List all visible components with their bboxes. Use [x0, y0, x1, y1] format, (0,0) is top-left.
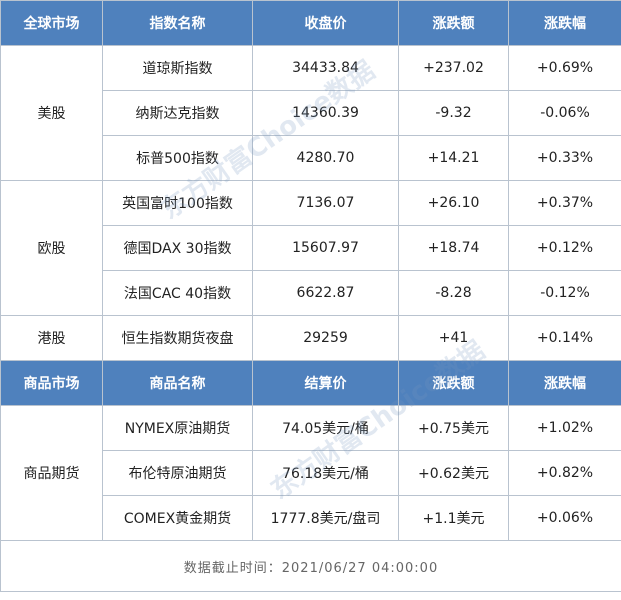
header-cell: 收盘价: [252, 0, 399, 46]
change-amount: +26.10: [398, 180, 509, 226]
group-label: 美股: [0, 45, 103, 181]
index-name: 法国CAC 40指数: [102, 270, 253, 316]
settle-price: 76.18美元/桶: [252, 450, 399, 496]
change-percent: +1.02%: [508, 405, 621, 451]
change-percent: +0.82%: [508, 450, 621, 496]
group-label: 商品期货: [0, 405, 103, 541]
table-header: 商品市场 商品名称 结算价 涨跌额 涨跌幅: [0, 360, 621, 406]
header-cell: 涨跌额: [398, 360, 509, 406]
change-percent: -0.12%: [508, 270, 621, 316]
index-name: 英国富时100指数: [102, 180, 253, 226]
table-row: 港股 恒生指数期货夜盘 29259 +41 +0.14%: [0, 315, 621, 361]
commodity-name: NYMEX原油期货: [102, 405, 253, 451]
table-row: 美股 道琼斯指数 34433.84 +237.02 +0.69%: [0, 45, 621, 181]
table-row: 法国CAC 40指数 6622.87 -8.28 -0.12%: [1, 270, 621, 316]
table-row: 德国DAX 30指数 15607.97 +18.74 +0.12%: [1, 225, 621, 271]
change-amount: +1.1美元: [398, 495, 509, 541]
close-price: 29259: [252, 315, 399, 361]
table-row: 商品期货 NYMEX原油期货 74.05美元/桶 +0.75美元 +1.02%: [0, 405, 621, 541]
header-cell: 结算价: [252, 360, 399, 406]
header-cell: 全球市场: [0, 0, 103, 46]
index-name: 德国DAX 30指数: [102, 225, 253, 271]
change-percent: +0.14%: [508, 315, 621, 361]
group-label: 欧股: [0, 180, 103, 316]
change-amount: +41: [398, 315, 509, 361]
index-name: 恒生指数期货夜盘: [102, 315, 253, 361]
header-cell: 涨跌额: [398, 0, 509, 46]
header-cell: 商品名称: [102, 360, 253, 406]
change-percent: +0.69%: [508, 45, 621, 91]
header-cell: 指数名称: [102, 0, 253, 46]
change-amount: -8.28: [398, 270, 509, 316]
settle-price: 74.05美元/桶: [252, 405, 399, 451]
change-amount: +0.75美元: [398, 405, 509, 451]
data-timestamp: 数据截止时间：2021/06/27 04:00:00: [0, 540, 621, 592]
index-name: 标普500指数: [102, 135, 253, 181]
commodity-name: 布伦特原油期货: [102, 450, 253, 496]
table-row: 布伦特原油期货 76.18美元/桶 +0.62美元 +0.82%: [1, 450, 621, 496]
change-percent: +0.06%: [508, 495, 621, 541]
group-label: 港股: [0, 315, 103, 361]
header-cell: 涨跌幅: [508, 0, 621, 46]
change-amount: -9.32: [398, 90, 509, 136]
table-row: 欧股 英国富时100指数 7136.07 +26.10 +0.37%: [0, 180, 621, 316]
close-price: 4280.70: [252, 135, 399, 181]
close-price: 7136.07: [252, 180, 399, 226]
footer-row: 数据截止时间：2021/06/27 04:00:00: [0, 540, 621, 592]
index-name: 纳斯达克指数: [102, 90, 253, 136]
change-amount: +237.02: [398, 45, 509, 91]
close-price: 15607.97: [252, 225, 399, 271]
table-row: 标普500指数 4280.70 +14.21 +0.33%: [1, 135, 621, 181]
change-amount: +14.21: [398, 135, 509, 181]
change-amount: +18.74: [398, 225, 509, 271]
settle-price: 1777.8美元/盘司: [252, 495, 399, 541]
table-header: 全球市场 指数名称 收盘价 涨跌额 涨跌幅: [0, 0, 621, 46]
change-percent: +0.12%: [508, 225, 621, 271]
header-cell: 涨跌幅: [508, 360, 621, 406]
change-percent: +0.33%: [508, 135, 621, 181]
commodity-name: COMEX黄金期货: [102, 495, 253, 541]
table-row: 纳斯达克指数 14360.39 -9.32 -0.06%: [1, 90, 621, 136]
change-percent: +0.37%: [508, 180, 621, 226]
close-price: 6622.87: [252, 270, 399, 316]
change-percent: -0.06%: [508, 90, 621, 136]
table-row: COMEX黄金期货 1777.8美元/盘司 +1.1美元 +0.06%: [1, 495, 621, 541]
change-amount: +0.62美元: [398, 450, 509, 496]
close-price: 34433.84: [252, 45, 399, 91]
header-cell: 商品市场: [0, 360, 103, 406]
close-price: 14360.39: [252, 90, 399, 136]
index-name: 道琼斯指数: [102, 45, 253, 91]
